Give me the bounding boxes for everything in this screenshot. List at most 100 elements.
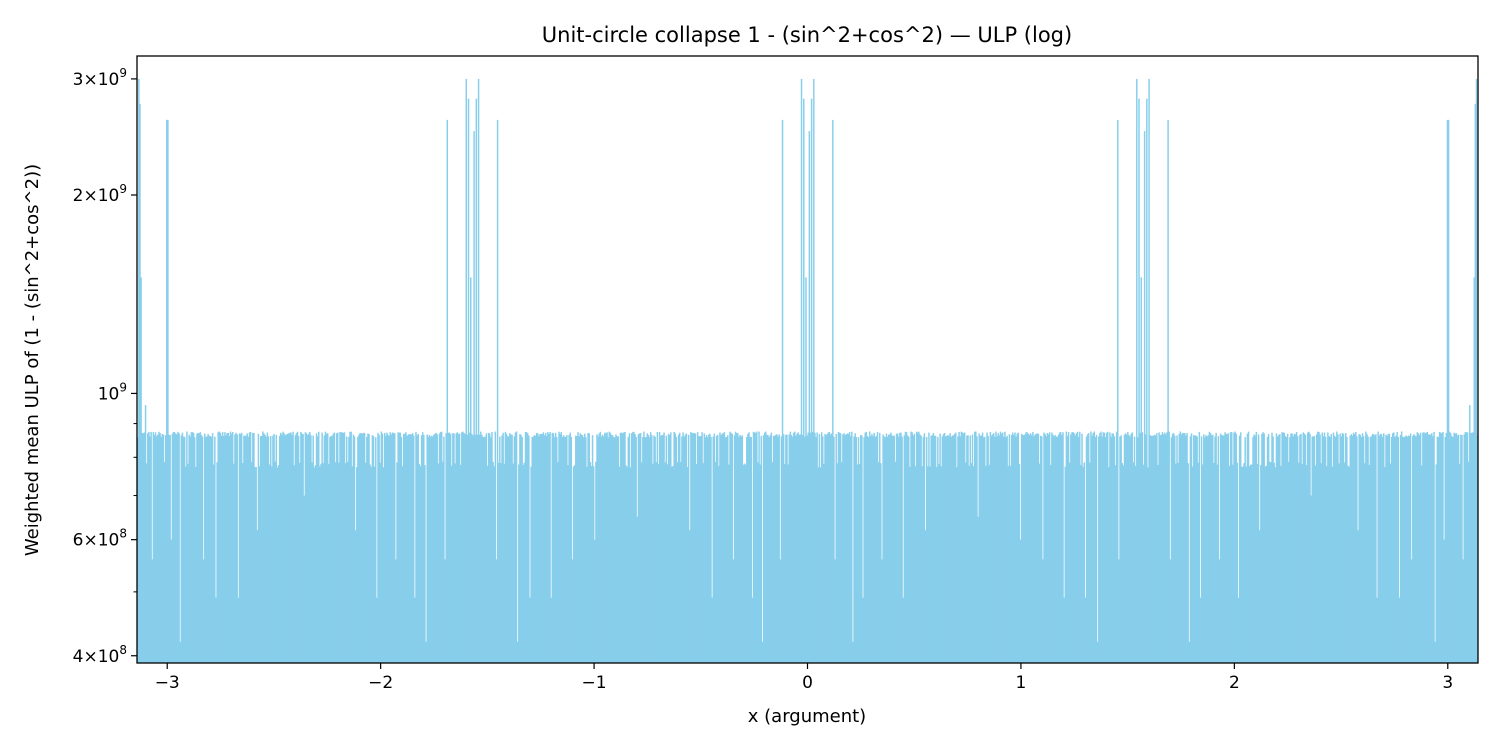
bar [343,432,346,663]
bar [1160,434,1163,663]
bar [381,433,384,663]
bar [452,432,454,663]
bar [1087,433,1090,663]
bar [913,433,916,663]
bar [1334,437,1337,663]
bar [857,437,860,663]
bar [1215,432,1217,663]
bar [496,119,499,663]
bar [1061,435,1063,663]
bar [757,462,759,663]
bar [1421,465,1423,663]
bar [218,431,221,663]
bar [752,431,755,663]
bar [835,433,837,663]
bar [1262,432,1264,663]
bar [466,434,469,663]
bar [1362,436,1365,663]
bar [1396,432,1398,663]
bar [1157,464,1159,663]
bar [1167,119,1169,663]
bar [662,434,664,663]
bar [744,464,747,663]
bar [1314,465,1317,663]
bar [149,436,151,663]
bar [877,462,880,663]
bar [284,435,286,663]
bar [624,432,626,663]
bar [1419,432,1422,663]
bar [523,462,526,663]
bar [1144,434,1147,663]
bar [537,433,539,663]
bar [699,436,701,663]
bar [342,433,345,663]
bar [767,435,769,663]
bar [953,433,956,663]
bar [676,462,679,663]
bar [891,435,893,663]
bar [1117,119,1119,663]
bar [396,462,398,663]
bar [1022,434,1024,663]
bar [406,436,408,663]
bar [737,433,739,663]
bar [267,436,270,663]
bar [1328,436,1330,663]
bar [895,433,898,663]
bar [1298,462,1300,663]
bar [206,436,208,663]
bar [596,434,598,663]
bar [1466,432,1469,663]
y-tick-label: 109 [98,380,127,404]
bar [758,431,760,663]
bar [775,434,777,663]
bar [716,434,719,663]
bar [601,434,604,663]
bar [1176,435,1178,663]
bar [487,432,490,663]
bar [984,436,986,663]
bar [625,465,627,663]
bar [1359,434,1362,663]
bar [1374,435,1376,663]
bar [925,436,928,663]
bar [419,466,422,663]
bar [875,435,878,663]
bar [825,435,827,663]
bar [1358,434,1360,663]
bar [923,433,926,663]
x-tick-label: 0 [802,673,813,693]
bar [786,434,788,663]
bar [843,433,845,663]
bar [1027,433,1030,663]
bar [556,437,558,663]
bar [1020,433,1023,663]
bar [605,433,607,663]
bar [188,434,190,663]
bar [382,467,385,663]
bar [1226,434,1229,663]
bar [870,436,872,663]
bar [1055,436,1058,663]
bar [240,432,243,663]
bar [455,433,457,663]
bar [999,431,1002,663]
bar [490,437,492,663]
bar [871,433,873,663]
bar [1014,432,1016,663]
bar [451,465,453,663]
bar [1052,434,1054,663]
bar [354,530,357,663]
bar [920,435,922,663]
bar [196,433,198,663]
bar [311,462,313,663]
bar [141,432,143,663]
bar [1207,435,1210,663]
bar [1417,433,1420,663]
bar [252,432,254,663]
bar [598,433,600,663]
bar [534,435,537,663]
bar [974,431,976,663]
bar [1444,436,1446,663]
